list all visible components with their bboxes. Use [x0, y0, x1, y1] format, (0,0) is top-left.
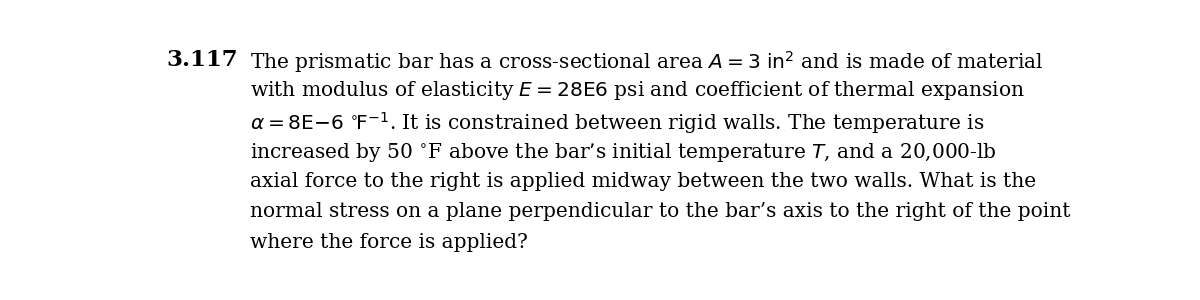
Text: with modulus of elasticity $E = 28\mathrm{E6}$ psi and coefficient of thermal ex: with modulus of elasticity $E = 28\mathr… [251, 80, 1025, 102]
Text: axial force to the right is applied midway between the two walls. What is the: axial force to the right is applied midw… [251, 172, 1037, 190]
Text: increased by 50 $^{\circ}$F above the bar’s initial temperature $T$, and a 20,00: increased by 50 $^{\circ}$F above the ba… [251, 141, 997, 164]
Text: The prismatic bar has a cross-sectional area $A = 3\ \mathrm{in}^2$ and is made : The prismatic bar has a cross-sectional … [251, 49, 1044, 75]
Text: 3.117: 3.117 [167, 49, 239, 71]
Text: normal stress on a plane perpendicular to the bar’s axis to the right of the poi: normal stress on a plane perpendicular t… [251, 202, 1070, 221]
Text: where the force is applied?: where the force is applied? [251, 233, 528, 252]
Text: $\alpha = 8\mathrm{E{-}6}\,\,^{\circ}\!\mathrm{F}^{-1}$. It is constrained betwe: $\alpha = 8\mathrm{E{-}6}\,\,^{\circ}\!\… [251, 110, 985, 136]
